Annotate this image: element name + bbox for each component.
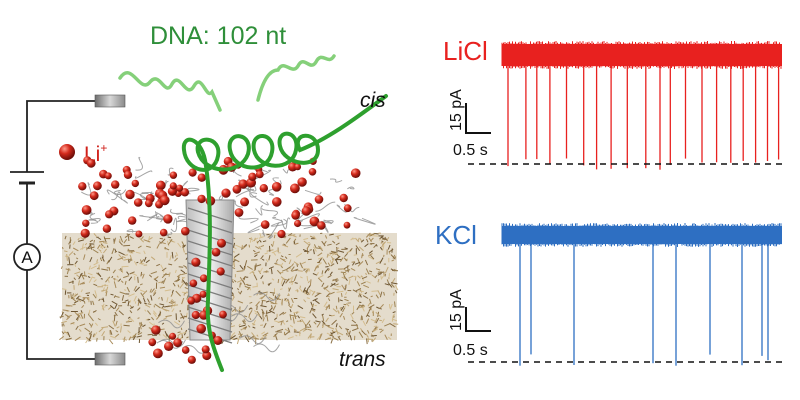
time-scale-label: 0.5 s — [453, 342, 488, 359]
time-scale-label: 0.5 s — [453, 142, 488, 159]
current-trace — [501, 223, 782, 366]
current-trace — [501, 41, 782, 170]
ammeter-label: A — [21, 248, 33, 267]
trace-panel-kcl: KCl 15 pA 0.5 s — [435, 220, 782, 366]
circuit-wire-top — [26, 100, 95, 172]
circuit-wire-bottom — [26, 270, 95, 360]
threading-dna-strand — [181, 94, 388, 372]
trans-label: trans — [339, 348, 386, 371]
circuit — [10, 100, 95, 360]
free-dna-strand-right — [256, 54, 336, 102]
top-electrode — [94, 94, 126, 108]
current-scale-label: 15 pA — [448, 289, 465, 331]
dna-label: DNA: 102 nt — [150, 22, 286, 50]
scale-bar — [465, 307, 491, 332]
cis-label: cis — [360, 89, 386, 112]
free-dna-strand-left — [118, 71, 222, 112]
trace-title: KCl — [435, 220, 477, 250]
dna-strands — [118, 54, 388, 372]
ion-cloud — [78, 156, 361, 364]
trace-panel-licl: LiCl 15 pA 0.5 s — [443, 36, 782, 170]
bottom-electrode — [94, 352, 126, 366]
li-ion-legend-icon — [59, 144, 75, 160]
trace-title: LiCl — [443, 36, 488, 66]
current-scale-label: 15 pA — [448, 89, 465, 131]
scale-bar — [465, 103, 491, 134]
